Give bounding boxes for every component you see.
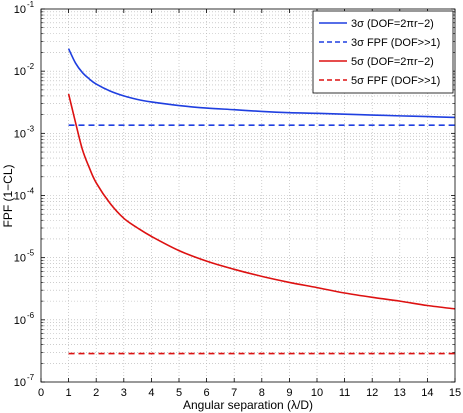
y-tick-base: 10 [14,66,26,78]
x-tick-label: 2 [93,387,99,399]
x-tick-label: 6 [204,387,210,399]
x-tick-label: 5 [176,387,182,399]
series-line-0 [67,48,456,119]
x-axis-title: Angular separation (λ/D) [183,398,313,412]
x-tick-label: 15 [449,387,461,399]
x-tick-label: 9 [286,387,292,399]
x-tick-label: 0 [38,387,44,399]
y-tick-exponent: -6 [27,311,35,320]
x-tick-label: 8 [259,387,265,399]
series-line-2 [67,93,456,310]
y-tick-exponent: -2 [27,62,35,71]
y-tick-exponent: -5 [27,249,35,258]
y-tick-base: 10 [14,253,26,265]
x-tick-label: 7 [231,387,237,399]
y-tick-exponent: -4 [27,187,35,196]
x-tick-label: 1 [66,387,72,399]
y-tick-label: 10 -1 [14,0,35,16]
y-tick-labels: 10-710-610-510-410-310-210-1 [14,0,35,389]
plot-frame [40,8,456,383]
y-tick-label: 10 -3 [14,124,35,140]
y-tick-label: 10 -4 [14,187,35,203]
y-axis-title: FPF (1−CL) [1,164,15,227]
y-tick-exponent: -7 [27,373,35,382]
legend-label-3: 5σ FPF (DOF>>1) [351,75,440,87]
y-tick-label: 10 -7 [14,373,35,389]
y-tick-base: 10 [14,315,26,327]
y-tick-exponent: -1 [27,0,35,9]
x-tick-label: 11 [339,387,350,399]
legend-label-0: 3σ (DOF=2πr−2) [351,18,434,30]
series-group [67,48,456,355]
y-tick-exponent: -3 [27,124,35,133]
x-tick-label: 10 [311,387,323,399]
y-tick-base: 10 [14,191,26,203]
x-tick-label: 13 [394,387,406,399]
y-tick-base: 10 [14,4,26,16]
x-tick-label: 12 [366,387,378,399]
grid [41,9,455,382]
x-tick-label: 3 [121,387,127,399]
legend-label-1: 3σ FPF (DOF>>1) [351,37,440,49]
x-tick-label: 4 [148,387,154,399]
y-tick-label: 10 -6 [14,311,35,327]
legend: 3σ (DOF=2πr−2) 3σ FPF (DOF>>1) 5σ (DOF=2πr… [312,10,454,94]
x-tick-labels: 0 1 2 3 4 5 6 7 8 9 10 11 12 13 14 15 [38,387,461,399]
ticks [40,8,456,383]
y-tick-label: 10 -5 [14,249,35,265]
y-tick-base: 10 [14,128,26,140]
y-tick-base: 10 [14,377,26,389]
legend-label-2: 5σ (DOF=2πr−2) [351,56,434,68]
x-tick-label: 14 [421,387,433,399]
y-tick-label: 10 -2 [14,62,35,78]
